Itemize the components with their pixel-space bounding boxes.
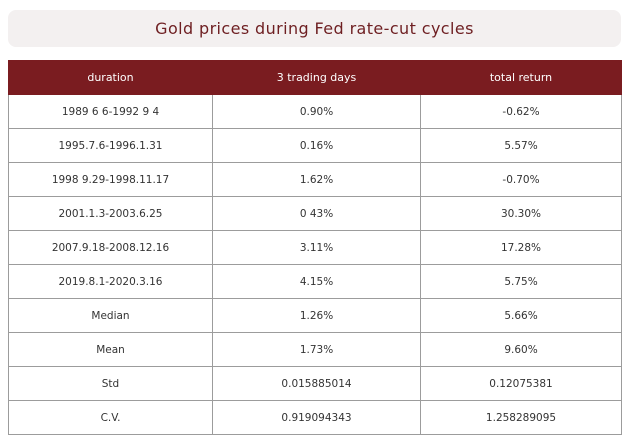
cell-total-return: -0.70% [420,162,622,197]
cell-duration: 1989 6 6-1992 9 4 [8,94,213,129]
cell-total-return: 1.258289095 [420,400,622,435]
cell-duration: C.V. [8,400,213,435]
cell-3-trading-days: 0.90% [212,94,421,129]
cell-3-trading-days: 0.015885014 [212,366,421,401]
table-row: 1989 6 6-1992 9 4 0.90% -0.62% [8,94,622,129]
column-header-3-trading-days: 3 trading days [212,60,421,95]
cell-3-trading-days: 3.11% [212,230,421,265]
table-row: 2001.1.3-2003.6.25 0 43% 30.30% [8,196,622,231]
cell-duration: Median [8,298,213,333]
cell-duration: 2007.9.18-2008.12.16 [8,230,213,265]
cell-3-trading-days: 0.919094343 [212,400,421,435]
table-row: C.V. 0.919094343 1.258289095 [8,400,622,435]
cell-total-return: 17.28% [420,230,622,265]
column-header-total-return: total return [420,60,622,95]
cell-duration: Mean [8,332,213,367]
gold-price-table: duration 3 trading days total return 198… [8,60,622,435]
cell-duration: 2019.8.1-2020.3.16 [8,264,213,299]
table-row: Mean 1.73% 9.60% [8,332,622,367]
page-title: Gold prices during Fed rate-cut cycles [8,10,621,47]
cell-3-trading-days: 1.73% [212,332,421,367]
table-row: 2019.8.1-2020.3.16 4.15% 5.75% [8,264,622,299]
cell-total-return: -0.62% [420,94,622,129]
table-header-row: duration 3 trading days total return [8,60,622,95]
column-header-duration: duration [8,60,213,95]
cell-3-trading-days: 0 43% [212,196,421,231]
cell-3-trading-days: 4.15% [212,264,421,299]
table-row: Median 1.26% 5.66% [8,298,622,333]
cell-total-return: 0.12075381 [420,366,622,401]
table-row: 2007.9.18-2008.12.16 3.11% 17.28% [8,230,622,265]
cell-total-return: 30.30% [420,196,622,231]
table-row: 1998 9.29-1998.11.17 1.62% -0.70% [8,162,622,197]
cell-duration: Std [8,366,213,401]
table-row: 1995.7.6-1996.1.31 0.16% 5.57% [8,128,622,163]
cell-total-return: 9.60% [420,332,622,367]
cell-total-return: 5.57% [420,128,622,163]
cell-total-return: 5.75% [420,264,622,299]
cell-3-trading-days: 0.16% [212,128,421,163]
table-row: Std 0.015885014 0.12075381 [8,366,622,401]
cell-3-trading-days: 1.26% [212,298,421,333]
cell-duration: 1998 9.29-1998.11.17 [8,162,213,197]
cell-total-return: 5.66% [420,298,622,333]
cell-3-trading-days: 1.62% [212,162,421,197]
cell-duration: 1995.7.6-1996.1.31 [8,128,213,163]
cell-duration: 2001.1.3-2003.6.25 [8,196,213,231]
